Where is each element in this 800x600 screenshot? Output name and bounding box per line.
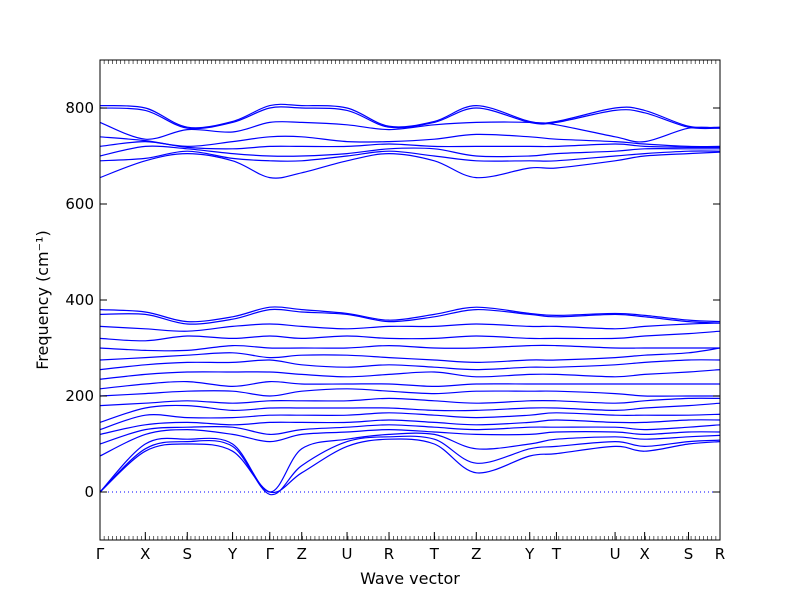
band-lines — [99, 103, 721, 496]
band-line-11 — [99, 380, 720, 390]
x-tick-label: Z — [471, 545, 481, 563]
y-axis-label: Frequency (cm⁻¹) — [33, 230, 52, 369]
y-tick-label: 400 — [65, 291, 94, 309]
band-line-8 — [99, 402, 721, 423]
minor-ticks — [99, 60, 721, 540]
x-tick-label: X — [140, 545, 150, 563]
x-tick-label: Y — [524, 545, 535, 563]
band-line-5 — [99, 424, 721, 445]
band-line-21 — [99, 150, 721, 162]
band-line-14 — [99, 347, 721, 364]
band-line-17 — [99, 322, 721, 332]
x-tick-label: Y — [227, 545, 238, 563]
band-line-26 — [99, 106, 721, 130]
x-tick-label: S — [684, 545, 694, 563]
band-line-27 — [99, 103, 721, 129]
y-tick-label: 600 — [65, 195, 94, 213]
x-tick-label: Γ — [96, 545, 105, 563]
band-line-25 — [99, 120, 721, 143]
band-line-19 — [99, 306, 721, 323]
band-line-7 — [99, 412, 721, 431]
x-tick-label: Γ — [266, 545, 275, 563]
band-line-22 — [99, 145, 720, 158]
x-tick-label: Z — [297, 545, 307, 563]
y-tick-label: 800 — [65, 99, 94, 117]
x-tick-label: R — [715, 545, 725, 563]
band-line-4 — [99, 428, 721, 457]
band-line-12 — [99, 369, 721, 380]
y-axis: 0 200 400 600 800 — [65, 99, 720, 501]
band-line-20 — [99, 151, 721, 179]
x-tick-label: S — [183, 545, 193, 563]
band-line-1 — [99, 438, 721, 494]
band-line-3 — [99, 432, 721, 493]
band-line-2 — [99, 435, 721, 496]
band-line-16 — [99, 330, 721, 342]
x-tick-label: X — [640, 545, 650, 563]
plot-frame — [99, 59, 721, 541]
band-line-15 — [99, 344, 720, 352]
x-tick-label: T — [551, 545, 562, 563]
band-line-6 — [99, 419, 721, 435]
x-tick-label: R — [384, 545, 394, 563]
x-axis-label: Wave vector — [360, 569, 460, 588]
band-line-23 — [99, 140, 721, 150]
band-line-24 — [99, 133, 721, 148]
y-tick-label: 0 — [84, 483, 94, 501]
band-line-9 — [99, 397, 721, 407]
x-tick-label: U — [342, 545, 353, 563]
band-line-18 — [99, 308, 721, 325]
band-line-10 — [99, 388, 720, 397]
x-tick-label: T — [429, 545, 440, 563]
band-line-13 — [99, 359, 721, 371]
x-tick-label: U — [610, 545, 621, 563]
y-tick-label: 200 — [65, 387, 94, 405]
